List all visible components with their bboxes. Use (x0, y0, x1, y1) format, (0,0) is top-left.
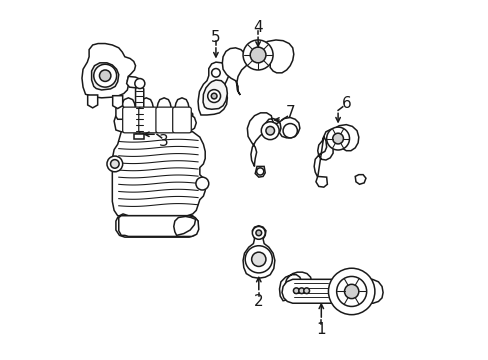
Circle shape (211, 68, 220, 77)
Text: 2: 2 (253, 294, 263, 309)
FancyBboxPatch shape (172, 107, 191, 133)
Polygon shape (156, 98, 172, 111)
Polygon shape (116, 216, 198, 237)
Polygon shape (121, 111, 192, 128)
Circle shape (135, 78, 144, 89)
Polygon shape (138, 98, 154, 111)
Polygon shape (173, 216, 195, 235)
Circle shape (251, 252, 265, 266)
Polygon shape (121, 98, 136, 111)
Polygon shape (134, 134, 144, 139)
Circle shape (94, 64, 116, 87)
Polygon shape (198, 62, 228, 115)
Text: 4: 4 (253, 19, 263, 35)
Circle shape (256, 168, 263, 175)
Text: 7: 7 (285, 105, 294, 120)
FancyBboxPatch shape (139, 107, 157, 133)
Circle shape (255, 230, 261, 236)
Polygon shape (279, 272, 311, 301)
Circle shape (328, 268, 374, 315)
Polygon shape (282, 279, 382, 303)
Circle shape (244, 246, 272, 273)
Polygon shape (315, 176, 326, 187)
Circle shape (252, 226, 264, 239)
Polygon shape (87, 95, 98, 108)
Circle shape (99, 70, 111, 81)
Circle shape (332, 133, 343, 144)
Circle shape (303, 288, 309, 294)
Circle shape (298, 288, 304, 294)
Polygon shape (91, 63, 119, 90)
Circle shape (283, 123, 297, 138)
Polygon shape (112, 96, 122, 109)
Circle shape (336, 276, 366, 306)
Polygon shape (354, 175, 365, 184)
Polygon shape (119, 216, 198, 237)
FancyBboxPatch shape (122, 107, 141, 133)
Polygon shape (174, 98, 189, 111)
Polygon shape (116, 106, 124, 119)
Circle shape (265, 126, 274, 135)
Circle shape (211, 93, 217, 99)
Polygon shape (243, 226, 274, 278)
Circle shape (207, 90, 220, 103)
Polygon shape (203, 80, 227, 109)
Circle shape (243, 40, 272, 70)
Circle shape (250, 47, 265, 63)
Text: 1: 1 (316, 322, 325, 337)
Circle shape (344, 284, 358, 298)
Text: 6: 6 (341, 96, 350, 111)
Polygon shape (112, 132, 205, 216)
Circle shape (326, 127, 349, 150)
Circle shape (196, 177, 208, 190)
Circle shape (293, 288, 299, 294)
Circle shape (110, 159, 119, 168)
Circle shape (261, 122, 279, 140)
Polygon shape (222, 40, 293, 95)
Text: 3: 3 (159, 134, 169, 149)
Polygon shape (247, 113, 299, 166)
FancyBboxPatch shape (156, 107, 174, 133)
Polygon shape (313, 125, 358, 177)
Polygon shape (82, 44, 135, 98)
Polygon shape (135, 86, 143, 134)
Polygon shape (114, 114, 196, 132)
Circle shape (107, 156, 122, 172)
Text: 5: 5 (211, 30, 220, 45)
Polygon shape (255, 166, 264, 177)
Polygon shape (126, 76, 142, 88)
